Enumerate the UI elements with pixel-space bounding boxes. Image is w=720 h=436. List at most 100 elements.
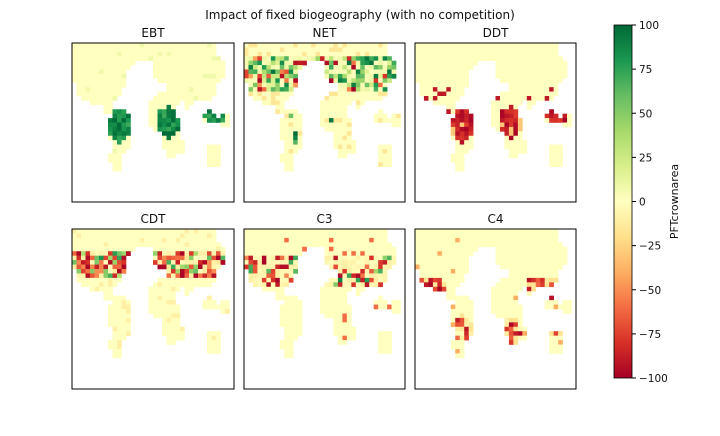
- heatmap-cell: [355, 229, 361, 234]
- heatmap-cell: [162, 135, 167, 141]
- heatmap-cell: [508, 56, 514, 61]
- heatmap-cell: [382, 233, 388, 239]
- heatmap-cell: [121, 233, 127, 239]
- heatmap-cell: [220, 300, 226, 305]
- heatmap-cell: [328, 251, 334, 256]
- heatmap-cell: [257, 255, 263, 261]
- heatmap-cell: [378, 255, 383, 261]
- heatmap-cell: [306, 242, 312, 248]
- heatmap-cell: [162, 246, 167, 252]
- heatmap-cell: [328, 291, 334, 296]
- heatmap-cell: [90, 60, 95, 66]
- heatmap-cell: [499, 113, 505, 119]
- heatmap-cell: [517, 73, 523, 79]
- heatmap-cell: [513, 126, 519, 132]
- heatmap-cell: [202, 47, 208, 53]
- heatmap-cell: [342, 113, 348, 119]
- heatmap-cell: [544, 43, 550, 48]
- heatmap-cell: [108, 109, 113, 114]
- heatmap-cell: [499, 286, 505, 292]
- heatmap-cell: [346, 69, 352, 75]
- heatmap-cell: [558, 331, 563, 336]
- heatmap-cell: [275, 91, 281, 97]
- heatmap-cell: [333, 237, 339, 243]
- heatmap-cell: [549, 251, 554, 256]
- heatmap-cell: [468, 135, 474, 141]
- heatmap-cell: [175, 246, 181, 252]
- heatmap-cell: [153, 96, 158, 101]
- heatmap-cell: [108, 269, 113, 274]
- heatmap-cell: [288, 43, 294, 48]
- heatmap-cell: [351, 269, 357, 274]
- heatmap-cell: [346, 309, 352, 314]
- heatmap-cell: [99, 82, 104, 88]
- heatmap-cell: [459, 118, 465, 123]
- heatmap-cell: [153, 313, 158, 319]
- heatmap-cell: [508, 246, 514, 252]
- heatmap-cell: [216, 56, 221, 61]
- heatmap-cell: [324, 229, 330, 234]
- heatmap-cell: [468, 237, 474, 243]
- heatmap-cell: [499, 91, 505, 97]
- heatmap-cell: [175, 100, 181, 106]
- heatmap-cell: [90, 242, 95, 248]
- heatmap-cell: [513, 233, 519, 239]
- heatmap-cell: [360, 237, 366, 243]
- heatmap-cell: [293, 309, 298, 314]
- heatmap-cell: [117, 349, 122, 354]
- heatmap-cell: [81, 87, 86, 92]
- heatmap-cell: [441, 273, 447, 279]
- heatmap-cell: [207, 56, 212, 61]
- heatmap-cell: [549, 255, 554, 261]
- heatmap-cell: [328, 118, 334, 123]
- heatmap-cell: [468, 43, 474, 48]
- heatmap-cell: [324, 69, 330, 75]
- heatmap-cell: [364, 56, 370, 61]
- heatmap-cell: [382, 344, 388, 350]
- heatmap-cell: [513, 277, 519, 283]
- heatmap-cell: [216, 162, 221, 167]
- heatmap-cell: [171, 87, 176, 92]
- heatmap-cell: [275, 56, 281, 61]
- heatmap-cell: [346, 100, 352, 106]
- heatmap-cell: [432, 87, 438, 92]
- heatmap-cell: [211, 340, 217, 345]
- heatmap-cell: [108, 309, 113, 314]
- heatmap-cell: [517, 65, 523, 70]
- heatmap-cell: [270, 87, 276, 92]
- heatmap-cell: [450, 229, 456, 234]
- heatmap-cell: [252, 65, 258, 70]
- heatmap-cell: [198, 73, 203, 79]
- heatmap-cell: [311, 51, 316, 57]
- heatmap-cell: [540, 69, 545, 75]
- heatmap-cell: [76, 78, 82, 84]
- heatmap-cell: [346, 56, 352, 61]
- heatmap-cell: [275, 104, 281, 110]
- heatmap-cell: [428, 47, 434, 53]
- heatmap-cell: [464, 82, 469, 88]
- heatmap-cell: [522, 60, 528, 66]
- heatmap-cell: [446, 264, 452, 270]
- heatmap-cell: [157, 242, 163, 248]
- heatmap-cell: [126, 246, 131, 252]
- heatmap-cell: [491, 309, 496, 314]
- heatmap-cell: [302, 246, 307, 252]
- heatmap-cell: [171, 91, 176, 97]
- heatmap-cell: [437, 65, 443, 70]
- heatmap-cell: [216, 251, 221, 256]
- heatmap-cell: [284, 82, 290, 88]
- heatmap-cell: [504, 47, 510, 53]
- heatmap-cell: [419, 56, 425, 61]
- heatmap-cell: [328, 60, 334, 66]
- heatmap-cell: [464, 295, 469, 301]
- heatmap-cell: [373, 65, 379, 70]
- heatmap-cell: [464, 78, 469, 84]
- heatmap-cell: [184, 286, 190, 292]
- heatmap-cell: [526, 273, 532, 279]
- heatmap-cell: [135, 43, 140, 48]
- heatmap-cell: [184, 82, 190, 88]
- heatmap-cell: [504, 282, 510, 288]
- heatmap-cell: [108, 291, 113, 296]
- heatmap-cell: [531, 78, 537, 84]
- heatmap-cell: [396, 118, 401, 123]
